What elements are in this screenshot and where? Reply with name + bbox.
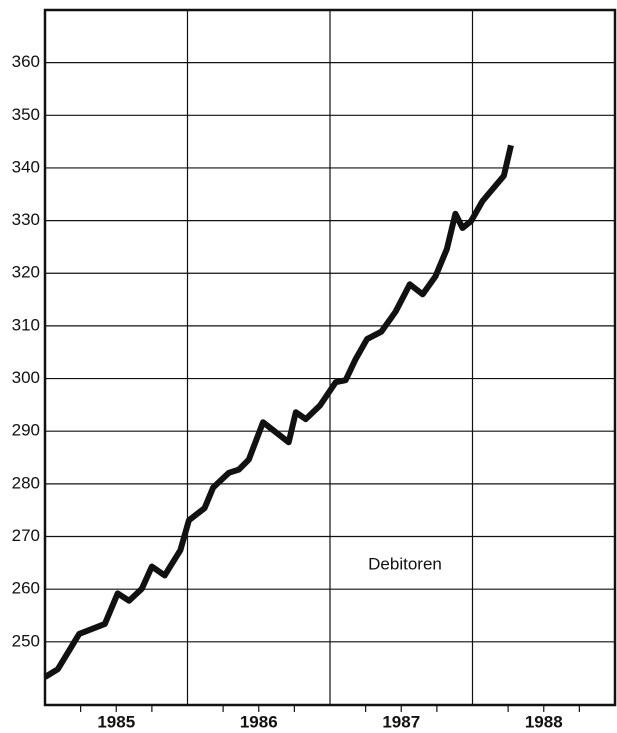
annotation: Debitoren [368, 554, 442, 573]
data-line [43, 144, 514, 680]
y-tick-label: 310 [12, 315, 40, 334]
y-tick-label: 340 [12, 157, 40, 176]
y-tick-label: 290 [12, 421, 40, 440]
y-tick-label: 330 [12, 210, 40, 229]
y-tick-label: 260 [12, 579, 40, 598]
y-tick-label: 250 [12, 631, 40, 650]
y-tick-label: 360 [12, 52, 40, 71]
x-tick-label: 1987 [382, 712, 420, 731]
plot-frame [43, 8, 617, 707]
y-tick-label: 320 [12, 263, 40, 282]
y-tick-label: 350 [12, 105, 40, 124]
x-tick-label: 1986 [240, 712, 278, 731]
y-tick-label: 300 [12, 368, 40, 387]
y-tick-label: 280 [12, 473, 40, 492]
x-tick-label: 1988 [525, 712, 563, 731]
x-tick-label: 1985 [97, 712, 135, 731]
y-tick-label: 270 [12, 526, 40, 545]
